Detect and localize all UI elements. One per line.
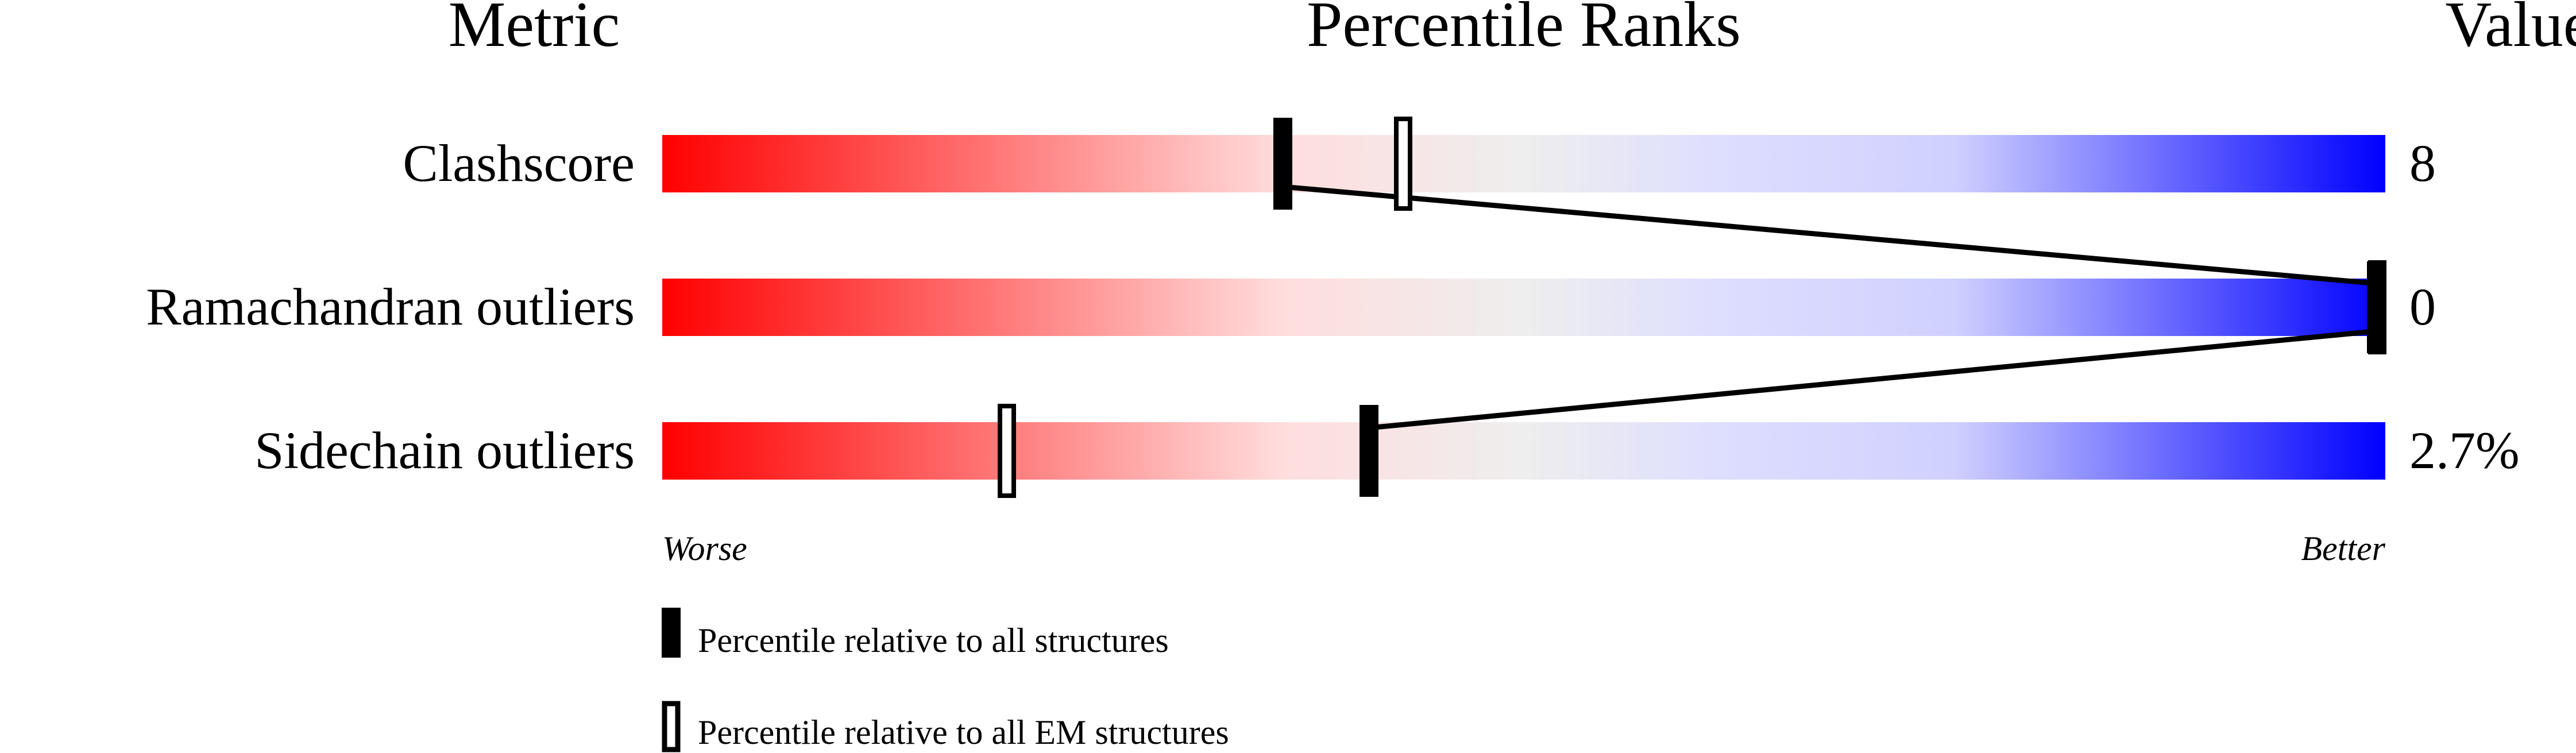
metric-label: Clashscore (403, 134, 635, 192)
em-percentile-marker (1394, 117, 1412, 211)
legend-open-marker (662, 701, 681, 752)
axis-label-better: Better (2301, 530, 2385, 567)
all-percentile-marker (2367, 261, 2386, 353)
percentile-bar (662, 279, 2385, 336)
legend-all-label: Percentile relative to all structures (698, 621, 1169, 659)
header-percentile: Percentile Ranks (1307, 0, 1741, 60)
metric-label: Ramachandran outliers (146, 277, 635, 336)
metric-value: 8 (2409, 134, 2436, 192)
header-metric: Metric (449, 0, 620, 60)
metric-label: Sidechain outliers (254, 421, 635, 480)
legend-em-label: Percentile relative to all EM structures (698, 713, 1229, 751)
legend-filled-marker (662, 608, 681, 658)
connector-line (1368, 327, 2386, 431)
metric-value: 2.7% (2409, 421, 2520, 480)
all-percentile-marker (1273, 118, 1292, 210)
connector-line (1282, 184, 2386, 287)
percentile-bar (662, 422, 2385, 480)
header-value: Value (2445, 0, 2576, 60)
all-percentile-marker (1360, 405, 1378, 497)
metric-value: 0 (2409, 277, 2436, 336)
em-percentile-marker (998, 404, 1016, 498)
axis-label-worse: Worse (662, 530, 747, 567)
percentile-bar (662, 135, 2385, 192)
